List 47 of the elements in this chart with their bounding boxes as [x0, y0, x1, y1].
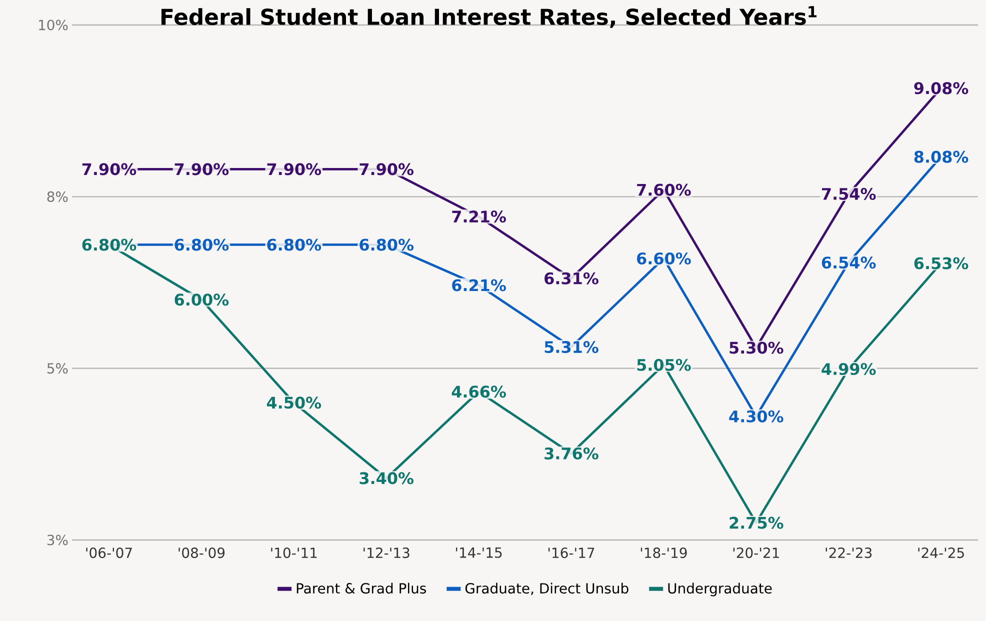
legend-label: Graduate, Direct Unsub: [465, 582, 628, 596]
x-tick-label: '08-'09: [178, 548, 225, 558]
data-label: 7.90%: [267, 163, 322, 176]
data-label: 2.75%: [730, 516, 784, 529]
data-label: 5.05%: [637, 358, 691, 371]
legend-label: Undergraduate: [668, 582, 772, 596]
x-tick-label: '12-'13: [364, 548, 410, 558]
data-label: 6.80%: [82, 238, 136, 251]
data-label: 4.99%: [822, 362, 876, 376]
x-tick-label: '20-'21: [733, 548, 779, 558]
data-label: 6.53%: [914, 257, 968, 270]
data-label: 7.54%: [822, 188, 876, 200]
data-label: 6.21%: [452, 279, 506, 292]
data-label: 7.90%: [360, 163, 414, 176]
data-label: 6.80%: [174, 238, 229, 251]
data-label: 5.30%: [730, 342, 784, 354]
data-label: 7.90%: [82, 163, 136, 176]
data-label: 8.08%: [914, 150, 968, 163]
x-tick-label: '18-'19: [640, 548, 687, 558]
data-label: 6.31%: [544, 272, 598, 284]
data-label: 6.80%: [360, 238, 414, 251]
data-label: 4.50%: [266, 396, 322, 409]
x-tick-label: '22-'23: [826, 548, 872, 558]
x-tick-label: '10-'11: [271, 548, 317, 558]
y-tick-label: 5%: [47, 363, 68, 374]
data-label: 9.08%: [914, 82, 968, 94]
data-label: 6.00%: [174, 294, 229, 306]
x-tick-label: '14-'15: [456, 548, 502, 558]
x-tick-label: '24-'25: [918, 548, 964, 558]
data-label: 7.21%: [452, 210, 506, 223]
data-label: 5.31%: [544, 341, 598, 354]
y-tick-label: 3%: [47, 534, 68, 546]
data-label: 6.60%: [637, 252, 691, 264]
data-label: 4.66%: [452, 386, 506, 398]
y-tick-label: 10%: [39, 20, 68, 30]
data-label: 6.54%: [822, 256, 876, 269]
x-tick-label: '06-'07: [86, 548, 132, 558]
chart-title: Federal Student Loan Interest Rates, Selected Years$^{1}$: [161, 6, 817, 28]
legend-label: Parent & Grad Plus: [296, 582, 426, 594]
data-label: 6.80%: [267, 238, 322, 251]
x-tick-label: '16-'17: [548, 548, 594, 558]
data-label: 4.30%: [729, 410, 784, 422]
data-label: 7.90%: [174, 163, 229, 176]
data-label: 7.60%: [637, 184, 691, 196]
y-tick-label: 8%: [47, 191, 68, 202]
data-label: 3.76%: [544, 447, 598, 460]
data-label: 3.40%: [360, 472, 414, 484]
